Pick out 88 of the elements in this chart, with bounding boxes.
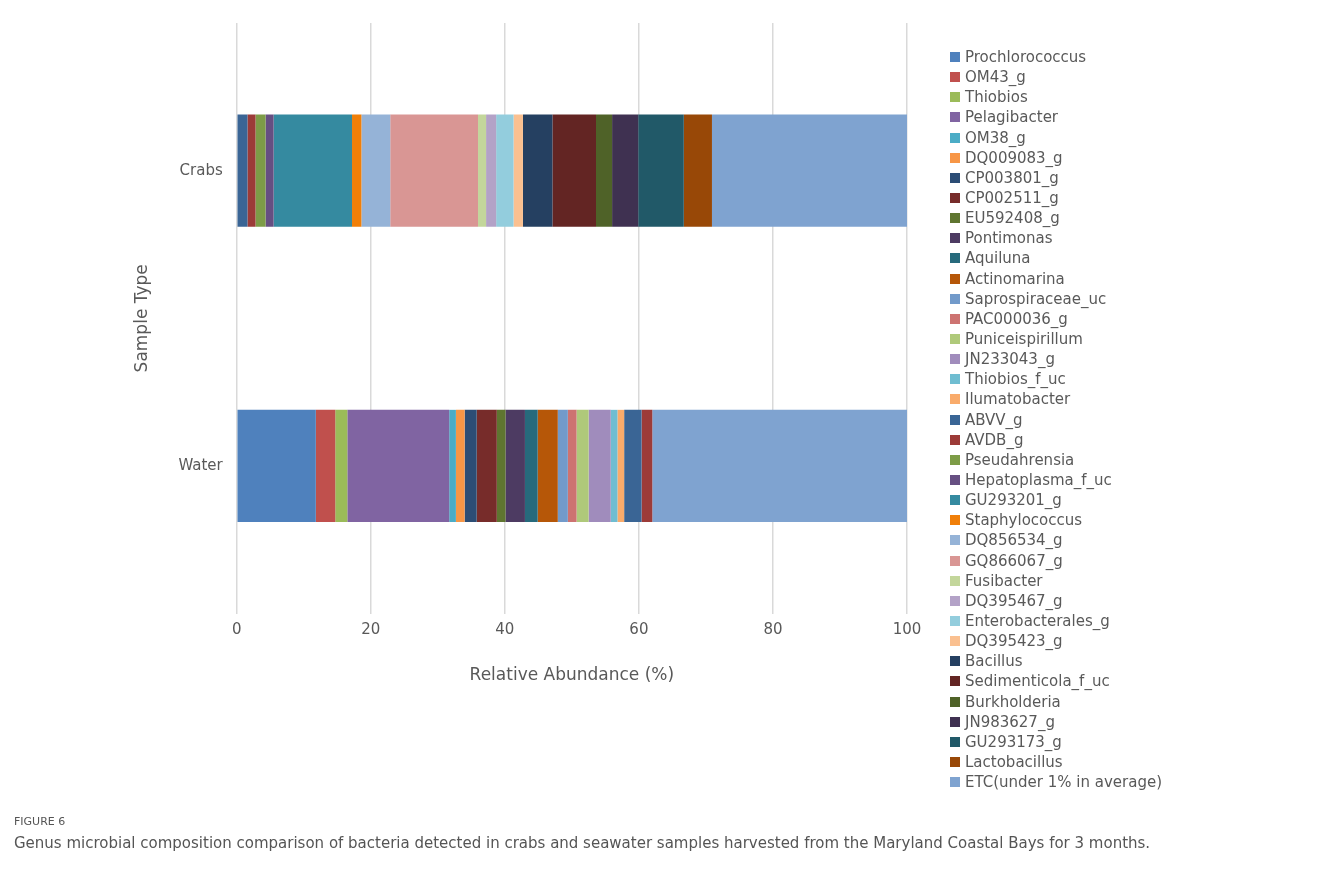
bar (524, 409, 538, 523)
legend-label: ETC(under 1% in average) (965, 772, 1163, 793)
bar (552, 114, 596, 227)
bar (315, 409, 336, 523)
y-axis-title: Sample Type (130, 264, 151, 373)
legend-label: Sedimenticola_f_uc (965, 671, 1110, 692)
bar (624, 409, 642, 523)
bar (557, 409, 568, 523)
x-tick-label: 0 (231, 620, 242, 639)
bar (265, 114, 274, 227)
legend-label: Staphylococcus (965, 510, 1083, 531)
legend-label: CP003801_g (965, 167, 1059, 188)
bar (476, 409, 497, 523)
bar (617, 409, 625, 523)
legend-label: Thiobios_f_uc (965, 369, 1066, 390)
bar (496, 409, 506, 523)
legend-label: Burkholderia (965, 691, 1061, 712)
legend-label: Puniceispirillum (965, 328, 1083, 350)
x-tick-label: 60 (629, 620, 649, 639)
bar (522, 114, 553, 227)
legend-label: OM38_g (965, 127, 1026, 148)
legend-label: Prochlorococcus (965, 47, 1087, 68)
bar (237, 114, 248, 227)
legend-label: Pelagibacter (965, 107, 1059, 128)
bar (505, 409, 525, 523)
x-tick-label: 80 (763, 620, 783, 639)
legend-label: GU293201_g (965, 490, 1062, 511)
bar (537, 409, 558, 523)
y-tick-label: Water (178, 455, 224, 474)
bar (612, 114, 639, 227)
legend-label: AVDB_g (965, 429, 1024, 450)
bar (652, 409, 907, 523)
legend-label: Thiobios (965, 87, 1028, 108)
legend-label: GU293173_g (965, 731, 1062, 752)
bar (567, 409, 577, 523)
bar (335, 409, 348, 523)
legend-label: Fusibacter (965, 570, 1043, 591)
legend-label: EU592408_g (965, 208, 1060, 229)
legend-label: JN983627_g (965, 711, 1055, 732)
x-tick-label: 20 (361, 620, 381, 639)
legend-label: GQ866067_g (965, 550, 1063, 571)
bar (347, 409, 450, 523)
bar (361, 114, 391, 227)
bar (352, 114, 362, 227)
bar (449, 409, 456, 523)
legend-label: Pontimonas (965, 228, 1053, 249)
bar (496, 114, 514, 227)
bar (478, 114, 487, 227)
bar (683, 114, 712, 227)
bar (255, 114, 266, 227)
bar (390, 114, 479, 227)
bar (247, 114, 256, 227)
legend-label: Lactobacillus (965, 751, 1063, 773)
x-tick-label: 100 (892, 620, 922, 639)
bar (641, 409, 653, 523)
caption: FIGURE 6 (14, 815, 67, 828)
bar (711, 114, 907, 227)
legend-label: Enterobacterales_g (965, 610, 1110, 632)
bar (513, 114, 523, 227)
legend-label: CP002511_g (965, 188, 1059, 209)
x-axis-title: Relative Abundance (%) (469, 664, 675, 685)
legend-label: Aquiluna (965, 248, 1031, 269)
legend-label: PAC000036_g (965, 308, 1068, 329)
x-tick-label: 40 (495, 620, 515, 639)
legend-label: DQ395467_g (965, 590, 1063, 611)
legend-label: DQ395423_g (965, 631, 1063, 652)
legend-label: OM43_g (965, 67, 1026, 88)
legend-label: Saprospiraceae_uc (965, 288, 1107, 309)
bar (237, 409, 316, 523)
legend-label: Ilumatobacter (965, 389, 1071, 410)
legend-label: DQ856534_g (965, 530, 1063, 551)
legend-label: Pseudahrensia (965, 449, 1075, 470)
bar (638, 114, 684, 227)
bar (596, 114, 613, 227)
legend-label: ABVV_g (965, 409, 1023, 430)
bar (455, 409, 465, 523)
legend-label: DQ009083_g (965, 147, 1063, 168)
bar (588, 409, 611, 523)
bar (273, 114, 353, 227)
y-tick-label: Crabs (179, 160, 223, 179)
legend-label: Hepatoplasma_f_uc (965, 469, 1112, 491)
legend-label: Actinomarina (965, 268, 1065, 289)
legend-label: JN233043_g (965, 349, 1055, 370)
bar (464, 409, 477, 523)
legend-label: Bacillus (965, 651, 1023, 672)
text: Genus microbial composition comparison of bacteria detected in crabs and seawater samples harvested from the Maryland Coastal Bays for 3 months. (14, 834, 1151, 852)
bar (576, 409, 589, 523)
bar (486, 114, 497, 227)
